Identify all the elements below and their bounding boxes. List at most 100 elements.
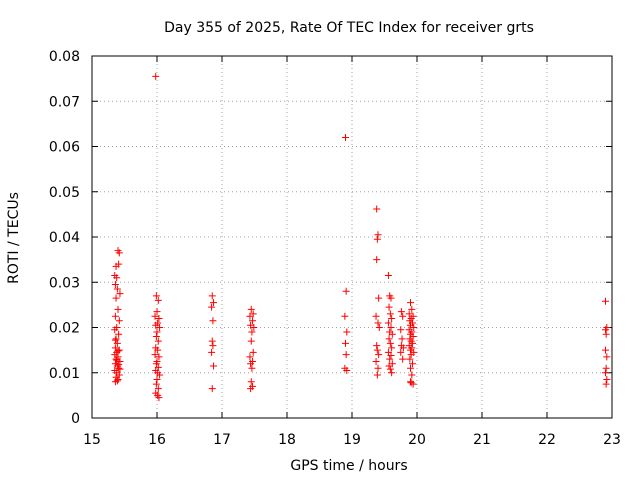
y-tick-label: 0.03 [49, 275, 80, 291]
data-point [247, 305, 255, 313]
data-point [152, 292, 160, 300]
data-point [343, 328, 351, 336]
data-point [153, 376, 161, 384]
data-point [603, 376, 611, 384]
x-axis-label: GPS time / hours [290, 458, 407, 474]
data-point [116, 357, 124, 365]
data-point [602, 326, 609, 334]
data-point [154, 385, 162, 393]
data-point [342, 339, 349, 347]
data-point [399, 312, 407, 320]
data-point [156, 371, 164, 379]
data-point [384, 271, 392, 279]
data-point [407, 351, 415, 359]
data-point [115, 260, 123, 268]
x-tick-label: 16 [148, 432, 166, 448]
data-point [152, 72, 160, 80]
data-point [247, 385, 255, 393]
data-point [388, 314, 396, 322]
y-axis-label: ROTI / TECUs [6, 192, 22, 284]
data-point [602, 380, 610, 388]
data-point [397, 348, 405, 356]
data-point [407, 379, 415, 387]
data-point [374, 319, 382, 327]
data-point [373, 235, 381, 243]
data-point [153, 328, 161, 336]
data-point [116, 290, 124, 298]
y-tick-label: 0.06 [49, 140, 80, 156]
data-point [384, 319, 392, 327]
data-point [111, 336, 119, 344]
data-point [405, 310, 413, 318]
data-point [152, 360, 160, 368]
y-tick-label: 0.08 [49, 49, 80, 65]
data-point [249, 317, 257, 325]
data-point [115, 249, 123, 257]
data-point [151, 351, 159, 359]
data-point [112, 335, 120, 343]
data-point [153, 308, 161, 316]
data-point [385, 362, 393, 370]
data-point [250, 324, 258, 331]
data-point [247, 360, 255, 368]
data-point [373, 342, 381, 350]
data-point [398, 335, 406, 343]
data-point [210, 362, 218, 370]
data-point [342, 133, 349, 141]
data-point [113, 285, 121, 293]
x-tick-label: 18 [278, 432, 296, 448]
data-point [602, 364, 610, 372]
data-point [386, 310, 394, 318]
data-point [387, 324, 395, 331]
x-tick-label: 15 [83, 432, 101, 448]
data-point [602, 297, 609, 305]
x-tick-label: 22 [538, 432, 556, 448]
data-point [408, 305, 416, 313]
data-point [152, 321, 160, 329]
chart-title: Day 355 of 2025, Rate Of TEC Index for r… [164, 20, 534, 36]
data-point [111, 312, 119, 320]
data-point [155, 394, 163, 402]
data-point [407, 299, 414, 307]
data-point [249, 348, 257, 356]
data-point [247, 337, 255, 345]
data-point [602, 369, 609, 377]
data-point [372, 312, 380, 320]
data-point [373, 205, 381, 213]
data-point [386, 355, 394, 363]
data-point [152, 333, 160, 341]
data-point [112, 294, 120, 302]
data-point [115, 330, 123, 338]
data-point [115, 317, 123, 325]
data-point [385, 335, 393, 343]
data-point [385, 303, 393, 311]
data-point [373, 346, 381, 354]
data-point [247, 378, 255, 386]
data-point [154, 337, 162, 345]
data-point [397, 326, 405, 334]
data-point [407, 364, 414, 372]
data-point [115, 361, 123, 369]
y-tick-label: 0.04 [49, 230, 80, 246]
data-point [208, 292, 216, 300]
data-points [111, 72, 611, 402]
data-point [387, 352, 395, 360]
data-point [209, 342, 217, 350]
data-point [602, 346, 609, 354]
data-point [248, 328, 256, 336]
data-point [408, 360, 416, 368]
data-point [375, 351, 383, 359]
x-tick-label: 23 [603, 432, 621, 448]
x-tick-label: 21 [473, 432, 491, 448]
data-point [114, 305, 122, 313]
y-tick-label: 0 [71, 411, 80, 427]
x-tick-label: 20 [408, 432, 426, 448]
data-point [342, 287, 350, 295]
data-point [111, 281, 119, 289]
data-point [399, 344, 407, 352]
data-point [116, 365, 124, 373]
data-point [113, 274, 121, 282]
axis-ticks: 15 16 17 18 19 20 21 22 23 0 0.01 0.02 0.03 0.04 0.05 0… [49, 49, 621, 448]
data-point [399, 355, 407, 363]
